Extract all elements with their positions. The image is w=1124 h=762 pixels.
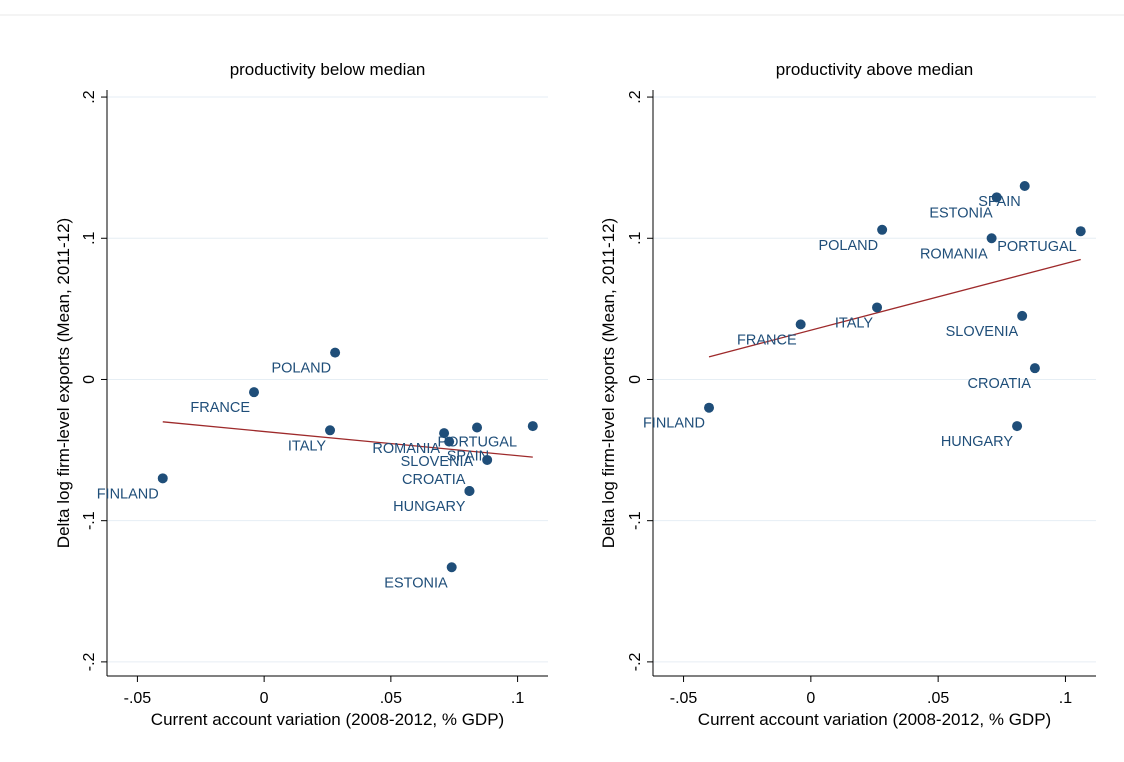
data-point: [1019, 181, 1030, 192]
point-label: ROMANIA: [920, 246, 988, 262]
data-point: [157, 473, 168, 484]
point-label: CROATIA: [968, 376, 1032, 392]
y-tick-label: .1: [81, 231, 98, 244]
data-point: [704, 402, 715, 413]
point-label: ITALY: [288, 438, 326, 454]
x-axis-label: Current account variation (2008-2012, % …: [151, 710, 504, 729]
y-tick-label: -.1: [81, 511, 98, 530]
y-tick-label: 0: [81, 375, 98, 384]
point-label: FINLAND: [643, 416, 705, 432]
data-point: [877, 224, 888, 235]
point-label: FRANCE: [190, 400, 250, 416]
point-label: PORTUGAL: [997, 239, 1077, 255]
x-axis-label: Current account variation (2008-2012, % …: [698, 710, 1051, 729]
y-tick-label: -.1: [627, 511, 644, 530]
point-label: SLOVENIA: [946, 324, 1019, 340]
data-point: [1029, 363, 1040, 374]
data-point: [325, 425, 336, 436]
y-tick-label: 0: [627, 375, 644, 384]
data-point: [330, 347, 341, 358]
data-point: [986, 233, 997, 244]
chart-title: productivity above median: [776, 60, 974, 79]
fit-line: [162, 421, 533, 458]
data-point: [527, 421, 538, 432]
data-point: [1012, 421, 1023, 432]
point-label: SLOVENIA: [401, 454, 474, 470]
data-point: [991, 192, 1002, 203]
x-tick-label: 0: [806, 690, 815, 707]
fit-line: [708, 258, 1081, 358]
point-label: ROMANIA: [372, 441, 440, 457]
y-tick-label: -.2: [627, 652, 644, 671]
x-tick-label: .05: [927, 690, 949, 707]
point-label: SPAIN: [978, 194, 1020, 210]
y-tick-label: .1: [627, 231, 644, 244]
x-tick-label: .1: [511, 690, 524, 707]
x-tick-label: -.05: [124, 690, 152, 707]
data-point: [472, 422, 483, 433]
x-tick-label: -.05: [670, 690, 698, 707]
point-label: POLAND: [271, 361, 331, 377]
point-label: HUNGARY: [941, 434, 1014, 450]
point-label: ESTONIA: [929, 205, 993, 221]
point-label: SPAIN: [447, 449, 489, 465]
point-label: HUNGARY: [393, 499, 466, 515]
point-label: CROATIA: [402, 472, 466, 488]
point-label: FINLAND: [97, 486, 159, 502]
x-tick-label: 0: [260, 690, 269, 707]
chart-title: productivity below median: [230, 60, 426, 79]
data-point: [872, 302, 883, 313]
y-axis-label: Delta log firm-level exports (Mean, 2011…: [54, 218, 73, 548]
data-point: [439, 428, 450, 439]
point-label: FRANCE: [737, 332, 797, 348]
x-tick-label: .05: [380, 690, 402, 707]
panel-below-median: -.05 0 .05 .1 -.2 -.1 0 .1 .2 productivity below …: [54, 60, 548, 729]
y-tick-label: .2: [81, 90, 98, 103]
point-label: PORTUGAL: [438, 434, 518, 450]
y-tick-label: .2: [627, 90, 644, 103]
data-point: [464, 486, 475, 497]
data-point: [1017, 310, 1028, 321]
point-label: ESTONIA: [384, 575, 448, 591]
data-point: [444, 436, 455, 447]
x-tick-label: .1: [1059, 690, 1072, 707]
data-point: [446, 562, 457, 573]
data-point: [795, 319, 806, 330]
panel-above-median: -.05 0 .05 .1 -.2 -.1 0 .1 .2 productivity above …: [599, 60, 1096, 729]
point-label: POLAND: [818, 238, 878, 254]
data-point: [1075, 226, 1086, 237]
data-point: [249, 387, 259, 398]
y-tick-label: -.2: [81, 652, 98, 671]
point-label: ITALY: [835, 315, 873, 331]
y-axis-label: Delta log firm-level exports (Mean, 2011…: [599, 218, 618, 548]
data-point: [482, 454, 493, 465]
